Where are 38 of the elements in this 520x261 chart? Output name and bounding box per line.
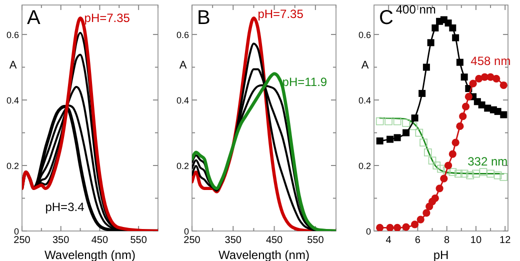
y-tick-label: 0.6 — [6, 30, 19, 40]
y-tick-label: 0.2 — [358, 160, 371, 171]
y-tick-label: 0.4 — [6, 95, 19, 106]
y-tick-label: 0.2 — [176, 160, 189, 171]
chart-title: B — [197, 7, 210, 29]
series-label: 332 nm — [468, 154, 508, 169]
y-tick-label: 0 — [184, 226, 189, 236]
series-label: 458 nm — [470, 54, 511, 68]
x-tick-label: 550 — [130, 235, 148, 246]
x-tick-label: 450 — [91, 235, 108, 246]
y-tick-label: 0 — [366, 226, 371, 236]
y-tick-label: 0.2 — [6, 160, 19, 171]
y-tick-label: 0.6 — [176, 30, 189, 40]
x-tick-label: 8 — [444, 235, 450, 246]
x-tick-label: 6 — [414, 235, 421, 246]
series-label: pH=3.4 — [45, 200, 85, 214]
series-label: pH=11.9 — [282, 74, 328, 89]
x-tick-label: 350 — [52, 235, 70, 246]
y-axis-title: A — [361, 59, 370, 72]
x-tick-label: 10 — [470, 235, 482, 246]
y-tick-label: 0.6 — [358, 30, 371, 40]
x-tick-label: 12 — [500, 235, 512, 246]
y-tick-label: 0 — [14, 226, 19, 236]
x-tick-label: 350 — [224, 235, 242, 246]
series-label: pH=7.35 — [84, 11, 130, 26]
chart-title: C — [379, 7, 394, 29]
x-tick-label: 250 — [184, 235, 201, 246]
chart-title: A — [27, 7, 41, 29]
x-tick-label: 450 — [266, 235, 284, 246]
x-tick-label: 550 — [307, 235, 324, 246]
series-label: pH=7.35 — [258, 7, 304, 22]
series-label: 400 nm — [396, 2, 436, 17]
x-tick-label: 4 — [386, 235, 392, 246]
x-tick-label: 250 — [14, 235, 31, 246]
y-axis-title: A — [9, 59, 18, 72]
y-tick-label: 0.4 — [176, 95, 189, 106]
y-tick-label: 0.4 — [358, 95, 371, 106]
y-axis-title: A — [179, 59, 188, 72]
